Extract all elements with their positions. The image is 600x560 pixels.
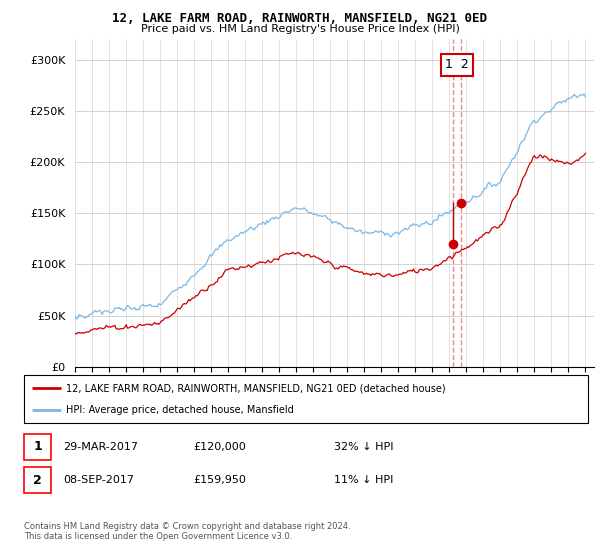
Text: Contains HM Land Registry data © Crown copyright and database right 2024.: Contains HM Land Registry data © Crown c… — [24, 522, 350, 531]
Text: £159,950: £159,950 — [193, 475, 246, 485]
Bar — [24, 433, 51, 460]
Text: 29-MAR-2017: 29-MAR-2017 — [64, 442, 139, 451]
Text: 1: 1 — [33, 440, 42, 453]
Text: 11% ↓ HPI: 11% ↓ HPI — [334, 475, 394, 485]
Text: 08-SEP-2017: 08-SEP-2017 — [64, 475, 134, 485]
Text: 32% ↓ HPI: 32% ↓ HPI — [334, 442, 394, 451]
Text: 12, LAKE FARM ROAD, RAINWORTH, MANSFIELD, NG21 0ED: 12, LAKE FARM ROAD, RAINWORTH, MANSFIELD… — [113, 12, 487, 25]
Text: 2: 2 — [33, 474, 42, 487]
Text: This data is licensed under the Open Government Licence v3.0.: This data is licensed under the Open Gov… — [24, 532, 292, 541]
Text: HPI: Average price, detached house, Mansfield: HPI: Average price, detached house, Mans… — [66, 405, 294, 415]
Bar — [24, 467, 51, 493]
Text: £120,000: £120,000 — [193, 442, 246, 451]
Text: Price paid vs. HM Land Registry's House Price Index (HPI): Price paid vs. HM Land Registry's House … — [140, 24, 460, 34]
Text: 12, LAKE FARM ROAD, RAINWORTH, MANSFIELD, NG21 0ED (detached house): 12, LAKE FARM ROAD, RAINWORTH, MANSFIELD… — [66, 383, 446, 393]
Text: 1  2: 1 2 — [445, 58, 469, 71]
